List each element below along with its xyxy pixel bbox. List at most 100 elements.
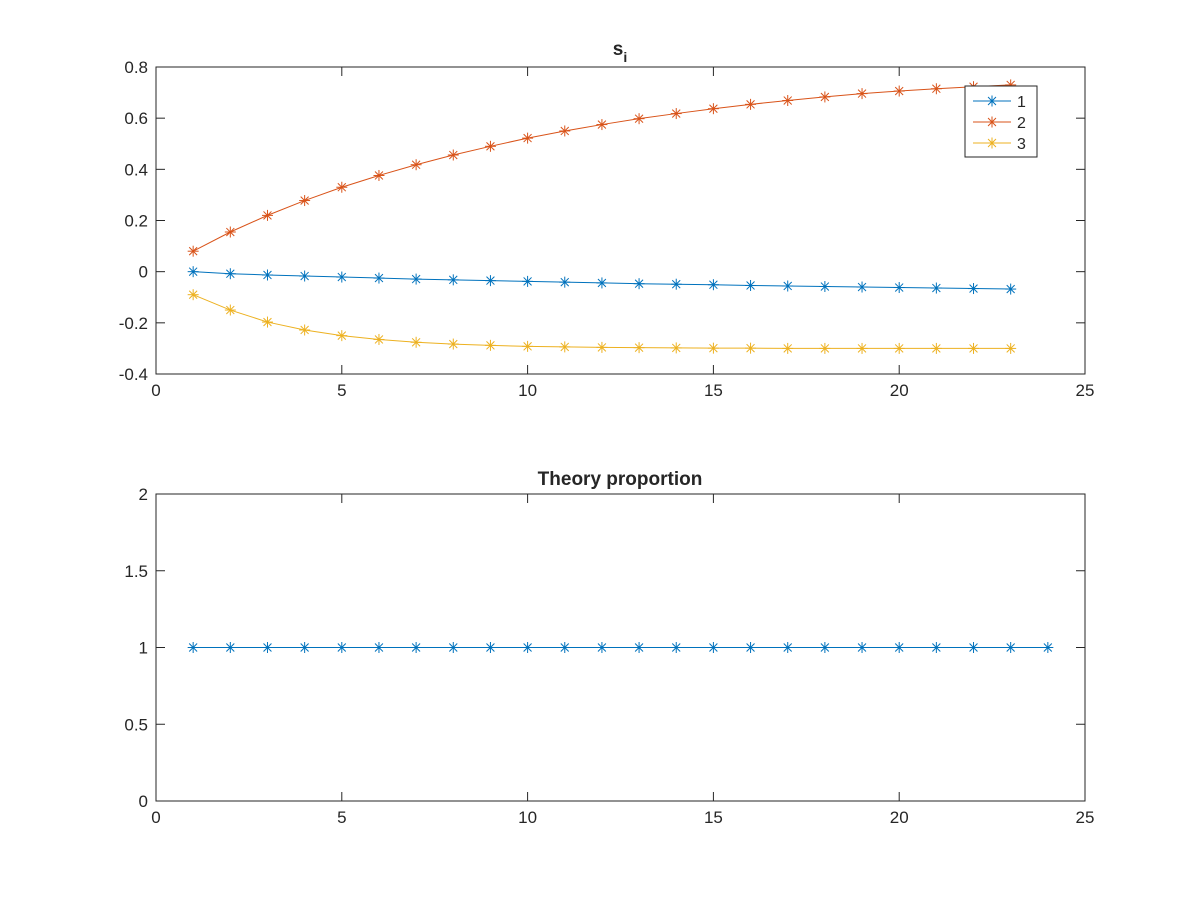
legend-marker	[986, 137, 998, 149]
data-point	[224, 226, 236, 238]
data-point	[670, 278, 682, 290]
x-tick-label: 20	[890, 808, 909, 827]
data-point	[968, 283, 980, 295]
data-point	[1042, 642, 1054, 653]
data-point	[447, 274, 459, 286]
data-point	[484, 642, 496, 653]
data-point	[522, 642, 534, 653]
data-point	[484, 140, 496, 152]
data-point	[187, 266, 199, 278]
x-tick-label: 15	[704, 808, 723, 827]
data-point	[930, 342, 942, 354]
x-tick-label: 10	[518, 381, 537, 400]
data-point	[187, 642, 199, 653]
data-point	[261, 269, 273, 281]
data-point	[707, 103, 719, 115]
data-point	[1005, 342, 1017, 354]
data-point	[336, 330, 348, 342]
data-point	[299, 195, 311, 207]
y-tick-label: 0.2	[124, 212, 148, 231]
data-point	[261, 209, 273, 221]
data-point	[410, 273, 422, 285]
y-tick-label: -0.4	[119, 365, 148, 384]
data-point	[261, 316, 273, 328]
data-point	[782, 280, 794, 292]
data-point	[410, 159, 422, 171]
data-point	[559, 341, 571, 353]
data-point	[373, 642, 385, 653]
data-point	[633, 113, 645, 125]
data-point	[1005, 283, 1017, 295]
series-1	[187, 642, 1054, 653]
data-point	[410, 336, 422, 348]
data-point	[707, 342, 719, 354]
y-tick-label: 1.5	[124, 562, 148, 581]
data-point	[187, 245, 199, 257]
data-point	[893, 85, 905, 97]
plot-s-i: si 0 5 10 15 20 25 -0.4 -0.2 0 0.2 0.4 0.6 0.8 1 2 3	[119, 39, 1095, 400]
data-point	[373, 169, 385, 181]
legend-label: 1	[1017, 94, 1026, 111]
data-point	[336, 271, 348, 283]
data-point	[224, 268, 236, 280]
legend-item: 1	[973, 94, 1026, 111]
series-2	[187, 79, 1017, 257]
data-point	[930, 83, 942, 95]
x-tick-label: 25	[1076, 808, 1095, 827]
series-group	[187, 79, 1017, 354]
data-point	[707, 279, 719, 291]
data-point	[930, 642, 942, 653]
data-point	[893, 642, 905, 653]
data-point	[633, 642, 645, 653]
data-point	[930, 282, 942, 294]
y-tick-label: 0.6	[124, 109, 148, 128]
legend-item: 2	[973, 115, 1026, 132]
data-point	[670, 642, 682, 653]
x-tick-label: 20	[890, 381, 909, 400]
x-tick-label: 0	[151, 808, 160, 827]
series-group	[187, 642, 1054, 653]
data-point	[819, 642, 831, 653]
y-tick-label: 0	[139, 263, 148, 282]
legend: 1 2 3	[964, 85, 1038, 158]
data-point	[670, 342, 682, 354]
data-point	[484, 275, 496, 287]
data-point	[447, 149, 459, 161]
x-tick-label: 25	[1076, 381, 1095, 400]
data-point	[819, 91, 831, 103]
y-tick-label: 2	[139, 485, 148, 504]
data-point	[447, 642, 459, 653]
data-point	[745, 342, 757, 354]
legend-item: 3	[973, 136, 1026, 153]
chart-title: si	[613, 39, 627, 65]
data-point	[745, 279, 757, 291]
data-point	[299, 324, 311, 336]
data-point	[299, 270, 311, 282]
data-point	[745, 642, 757, 653]
data-point	[299, 642, 311, 653]
data-point	[224, 642, 236, 653]
data-point	[559, 276, 571, 288]
y-tick-label: -0.2	[119, 314, 148, 333]
data-point	[707, 642, 719, 653]
x-tick-label: 0	[151, 381, 160, 400]
data-point	[447, 338, 459, 350]
ticks: 0 5 10 15 20 25 0 0.5 1 1.5 2	[124, 485, 1094, 827]
data-point	[559, 642, 571, 653]
data-point	[522, 275, 534, 287]
data-point	[819, 342, 831, 354]
data-point	[819, 281, 831, 293]
data-point	[782, 95, 794, 107]
data-point	[782, 342, 794, 354]
data-point	[893, 282, 905, 294]
data-point	[336, 181, 348, 193]
data-point	[336, 642, 348, 653]
ticks: 0 5 10 15 20 25 -0.4 -0.2 0 0.2 0.4 0.6 0.8	[119, 58, 1095, 400]
data-point	[596, 642, 608, 653]
data-point	[261, 642, 273, 653]
y-tick-label: 1	[139, 639, 148, 658]
data-point	[968, 642, 980, 653]
data-point	[559, 125, 571, 137]
data-point	[522, 340, 534, 352]
data-point	[856, 88, 868, 100]
